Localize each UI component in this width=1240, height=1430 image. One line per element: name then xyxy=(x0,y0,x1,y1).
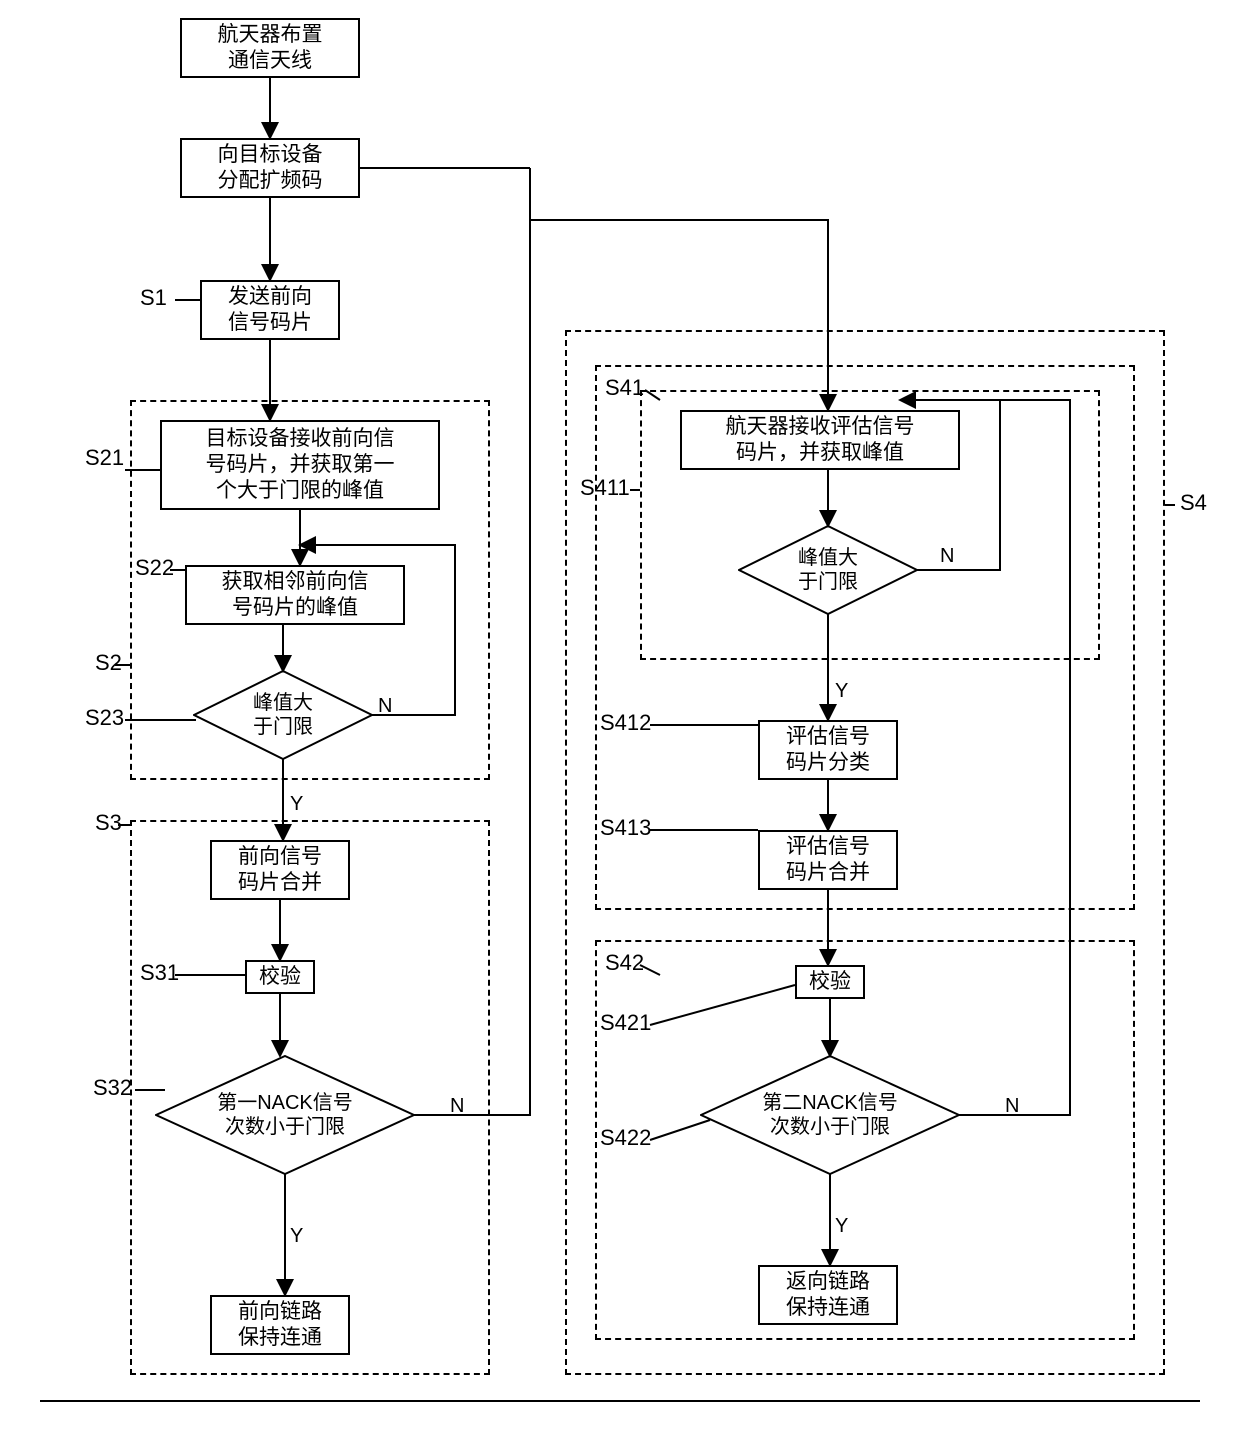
node-s31: 校验 xyxy=(245,960,315,994)
label-s413: S413 xyxy=(600,815,651,841)
yn-s23-n: N xyxy=(378,695,392,718)
label-s31: S31 xyxy=(140,960,179,986)
node-s4end-text: 返向链路保持连通 xyxy=(786,1269,870,1322)
node-s411: 航天器接收评估信号码片，并获取峰值 xyxy=(680,410,960,470)
label-s2: S2 xyxy=(95,650,122,676)
label-s23: S23 xyxy=(85,705,124,731)
node-s412: 评估信号码片分类 xyxy=(758,720,898,780)
yn-s422-y: Y xyxy=(835,1215,848,1238)
bottom-rule xyxy=(40,1400,1200,1402)
node-s411-text: 航天器接收评估信号码片，并获取峰值 xyxy=(726,414,915,467)
label-s422: S422 xyxy=(600,1125,651,1151)
node-s413-text: 评估信号码片合并 xyxy=(786,834,870,887)
label-s21: S21 xyxy=(85,445,124,471)
node-s3end-text: 前向链路保持连通 xyxy=(238,1299,322,1352)
diamond-s23: 峰值大于门限 xyxy=(193,670,373,760)
node-top1: 航天器布置通信天线 xyxy=(180,18,360,78)
yn-s23-y: Y xyxy=(290,793,303,816)
node-s21-text: 目标设备接收前向信号码片，并获取第一个大于门限的峰值 xyxy=(206,426,395,505)
label-s421: S421 xyxy=(600,1010,651,1036)
diamond-s32: 第一NACK信号次数小于门限 xyxy=(155,1055,415,1175)
node-s21: 目标设备接收前向信号码片，并获取第一个大于门限的峰值 xyxy=(160,420,440,510)
node-s31-text: 校验 xyxy=(259,964,301,990)
node-s3a-text: 前向信号码片合并 xyxy=(238,844,322,897)
yn-s32-n: N xyxy=(450,1095,464,1118)
label-s32: S32 xyxy=(93,1075,132,1101)
node-s3end: 前向链路保持连通 xyxy=(210,1295,350,1355)
label-s412: S412 xyxy=(600,710,651,736)
yn-s411-y: Y xyxy=(835,680,848,703)
diamond-s422-text: 第二NACK信号次数小于门限 xyxy=(762,1091,898,1139)
yn-s411-n: N xyxy=(940,545,954,568)
yn-s422-n: N xyxy=(1005,1095,1019,1118)
diamond-s23-text: 峰值大于门限 xyxy=(253,691,313,739)
label-s1: S1 xyxy=(140,285,167,311)
label-s411: S411 xyxy=(580,475,630,501)
node-s421-text: 校验 xyxy=(809,969,851,995)
node-s1: 发送前向信号码片 xyxy=(200,280,340,340)
node-s22: 获取相邻前向信号码片的峰值 xyxy=(185,565,405,625)
node-s22-text: 获取相邻前向信号码片的峰值 xyxy=(222,569,369,622)
label-s4: S4 xyxy=(1180,490,1207,516)
node-s421: 校验 xyxy=(795,965,865,999)
node-s3a: 前向信号码片合并 xyxy=(210,840,350,900)
label-s3: S3 xyxy=(95,810,122,836)
node-s4end: 返向链路保持连通 xyxy=(758,1265,898,1325)
diamond-s411: 峰值大于门限 xyxy=(738,525,918,615)
diamond-s411-text: 峰值大于门限 xyxy=(798,546,858,594)
node-s1-text: 发送前向信号码片 xyxy=(228,284,312,337)
label-s41: S41 xyxy=(605,375,644,401)
yn-s32-y: Y xyxy=(290,1225,303,1248)
node-top2-text: 向目标设备分配扩频码 xyxy=(218,142,323,195)
label-s42: S42 xyxy=(605,950,644,976)
label-s22: S22 xyxy=(135,555,174,581)
diamond-s422: 第二NACK信号次数小于门限 xyxy=(700,1055,960,1175)
node-top1-text: 航天器布置通信天线 xyxy=(218,22,323,75)
node-s412-text: 评估信号码片分类 xyxy=(786,724,870,777)
flowchart-canvas: 航天器布置通信天线 向目标设备分配扩频码 发送前向信号码片 目标设备接收前向信号… xyxy=(0,0,1240,1430)
node-top2: 向目标设备分配扩频码 xyxy=(180,138,360,198)
diamond-s32-text: 第一NACK信号次数小于门限 xyxy=(217,1091,353,1139)
node-s413: 评估信号码片合并 xyxy=(758,830,898,890)
